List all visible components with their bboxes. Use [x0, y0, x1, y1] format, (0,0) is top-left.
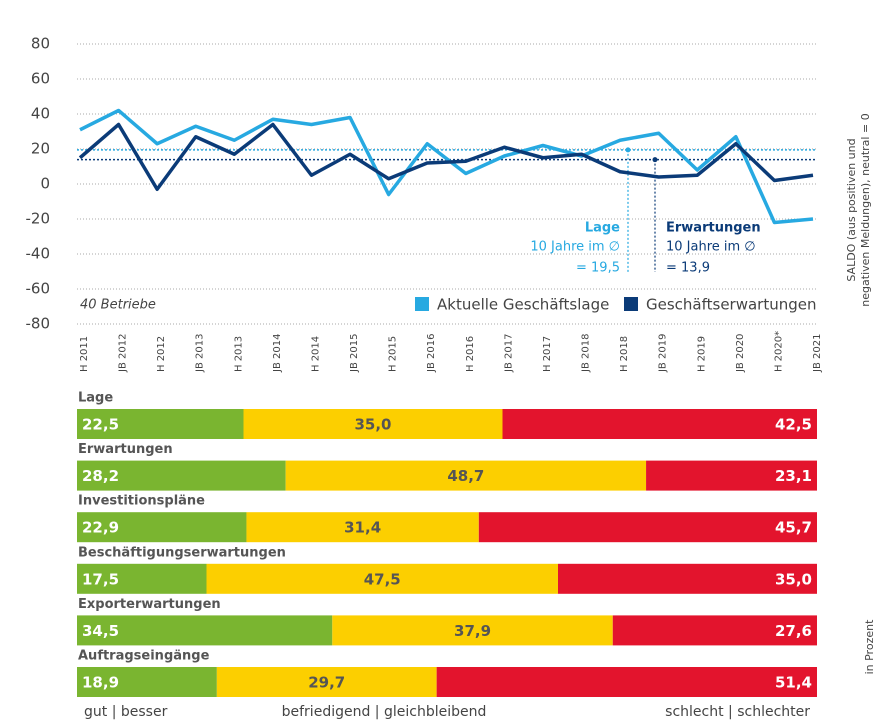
bar-segment [206, 563, 558, 594]
annotation-dot [652, 157, 658, 163]
x-tick-label: H 2019 [696, 336, 707, 372]
x-tick-label: H 2014 [310, 336, 321, 372]
value-label: 17,5 [82, 570, 119, 588]
x-tick-label: H 2017 [542, 336, 553, 372]
legend-label: schlecht | schlechter [665, 704, 810, 720]
value-label: 23,1 [775, 467, 812, 485]
category-label: Auftragseingänge [78, 649, 210, 664]
y-tick-label: -60 [26, 280, 51, 298]
bar-segment [332, 615, 613, 646]
bar-segment [502, 409, 817, 439]
x-tick-label: JB 2020 [735, 334, 746, 373]
x-tick-label: H 2013 [233, 336, 244, 372]
legend-label: gut | besser [84, 704, 168, 720]
unit-label: in Prozent [863, 619, 876, 674]
value-label: 29,7 [308, 674, 345, 692]
legend-label: Aktuelle Geschäftslage [437, 296, 609, 314]
y-axis-label: SALDO (aus positiven undnegativen Meldun… [845, 113, 872, 306]
category-label: Exporterwartungen [78, 597, 221, 612]
bar-segment [285, 460, 647, 491]
x-tick-label: JB 2017 [503, 334, 514, 373]
y-tick-label: 80 [31, 35, 50, 53]
legend-swatch [624, 297, 638, 311]
value-label: 22,5 [82, 416, 119, 434]
bar-segment [558, 563, 817, 594]
x-tick-label: JB 2012 [118, 334, 129, 373]
value-label: 47,5 [364, 570, 401, 588]
series-line [79, 108, 814, 225]
x-tick-label: H 2020* [773, 331, 784, 372]
annotation-title: Erwartungen [666, 221, 761, 236]
bar-segment [216, 667, 437, 697]
y-tick-label: 0 [40, 175, 50, 193]
value-label: 27,6 [775, 622, 812, 640]
x-tick-label: JB 2016 [426, 334, 437, 373]
annotation-text: 10 Jahre im ∅ [530, 240, 620, 255]
value-label: 31,4 [344, 519, 381, 537]
value-label: 35,0 [354, 416, 391, 434]
bar-segment [478, 512, 817, 543]
series-line [78, 122, 814, 191]
y-axis-label-line: negativen Meldungen), neutral = 0 [859, 113, 872, 306]
bar-segment [646, 460, 817, 491]
category-label: Lage [78, 391, 113, 406]
value-label: 22,9 [82, 519, 119, 537]
x-tick-label: H 2015 [388, 336, 399, 372]
legend-label: befriedigend | gleichbleibend [282, 704, 487, 720]
annotation-value: = 13,9 [666, 261, 710, 276]
annotation-text: 10 Jahre im ∅ [666, 240, 756, 255]
y-tick-label: 60 [31, 70, 50, 88]
y-tick-label: 40 [31, 105, 50, 123]
value-label: 28,2 [82, 467, 119, 485]
bar-segment [436, 667, 817, 697]
value-label: 51,4 [775, 674, 812, 692]
legend-swatch [415, 297, 429, 311]
x-tick-label: JB 2013 [195, 334, 206, 373]
x-tick-label: H 2011 [79, 336, 90, 372]
value-label: 18,9 [82, 674, 119, 692]
bar-segment [243, 409, 503, 439]
x-tick-label: JB 2019 [658, 334, 669, 373]
y-axis-label-line: SALDO (aus positiven und [845, 138, 858, 281]
category-label: Erwartungen [78, 442, 173, 457]
legend-label: Geschäftserwartungen [646, 296, 817, 314]
value-label: 42,5 [775, 416, 812, 434]
y-tick-label: -80 [26, 315, 51, 333]
note: 40 Betriebe [80, 298, 156, 313]
bar-segment [612, 615, 817, 646]
bar-segment [77, 512, 247, 543]
y-tick-label: -40 [26, 245, 51, 263]
value-label: 37,9 [454, 622, 491, 640]
x-tick-label: H 2018 [619, 336, 630, 372]
bar-segment [77, 615, 333, 646]
x-tick-label: H 2012 [156, 336, 167, 372]
value-label: 34,5 [82, 622, 119, 640]
bar-segment [77, 409, 244, 439]
annotation-dot [625, 147, 631, 153]
value-label: 35,0 [775, 570, 812, 588]
x-tick-label: H 2016 [465, 336, 476, 372]
bar-segment [77, 563, 207, 594]
y-tick-label: 20 [31, 140, 50, 158]
x-tick-label: JB 2015 [349, 334, 360, 373]
category-label: Beschäftigungserwartungen [78, 545, 286, 560]
x-tick-label: JB 2018 [581, 334, 592, 373]
x-tick-label: JB 2021 [812, 334, 823, 373]
annotation-title: Lage [585, 221, 620, 236]
y-tick-label: -20 [26, 210, 51, 228]
value-label: 48,7 [447, 467, 484, 485]
bar-segment [77, 460, 286, 491]
bar-segment [77, 667, 217, 697]
category-label: Investitionspläne [78, 494, 205, 509]
value-label: 45,7 [775, 519, 812, 537]
annotation-value: = 19,5 [576, 261, 620, 276]
bar-segment [246, 512, 479, 543]
x-tick-label: JB 2014 [272, 334, 283, 373]
